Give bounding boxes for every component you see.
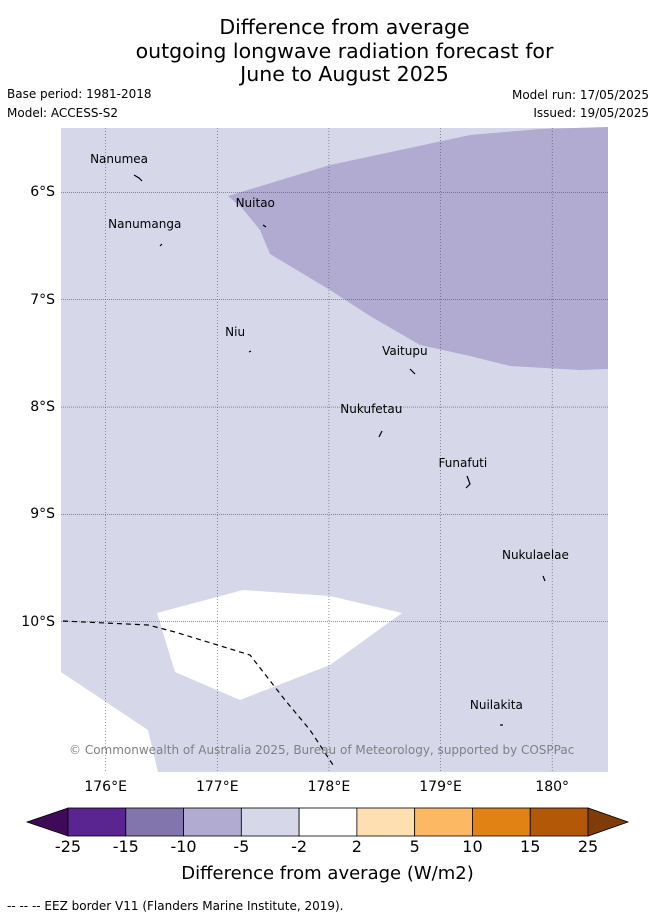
- title-line-2: outgoing longwave radiation forecast for: [135, 38, 554, 63]
- colorbar-swatch: [298, 807, 358, 837]
- colorbar-swatch: [125, 807, 184, 837]
- longitude-tick-label: 176°E: [84, 779, 127, 795]
- place-label: Vaitupu: [382, 344, 428, 359]
- colorbar-tick-label: 10: [462, 837, 483, 856]
- latitude-tick-label: 6°S: [30, 184, 55, 201]
- latitude-tick-label: 10°S: [21, 613, 55, 630]
- eez-legend-note: -- -- -- EEZ border V11 (Flanders Marine…: [7, 899, 344, 913]
- model-name: Model: ACCESS-S2: [7, 106, 119, 120]
- island-vaitupu: [409, 368, 416, 375]
- title-line-1: Difference from average: [219, 15, 470, 39]
- colorbar-swatch: [414, 807, 473, 837]
- colorbar-tick-label: 15: [520, 837, 541, 856]
- colorbar-swatch: [472, 807, 531, 837]
- longitude-tick-label: 177°E: [195, 779, 239, 795]
- colorbar-tick-label: -15: [112, 837, 139, 856]
- colorbar-swatch: [529, 807, 589, 837]
- chart-title: Difference from average outgoing longwav…: [0, 15, 655, 87]
- colorbar-tick-label: -2: [291, 837, 308, 856]
- colorbar-tick-label: 25: [577, 837, 599, 856]
- colorbar-swatch: [240, 807, 300, 837]
- neutral-anomaly-region-corner: [61, 672, 158, 772]
- base-period: Base period: 1981-2018: [7, 87, 152, 101]
- negative-anomaly-region: [228, 127, 608, 370]
- longitude-tick-label: 178°E: [307, 779, 351, 795]
- neutral-anomaly-region: [157, 590, 402, 700]
- colorbar-swatch: [67, 807, 127, 837]
- place-label: Nanumea: [90, 152, 149, 167]
- copyright-notice: © Commonwealth of Australia 2025, Bureau…: [69, 743, 575, 757]
- island-nuitao: [262, 224, 267, 228]
- place-label: Niu: [225, 324, 246, 339]
- eez-border-line: [62, 620, 336, 769]
- colorbar-tick-label: 5: [409, 837, 420, 856]
- place-label: Nuilakita: [469, 698, 523, 713]
- island-outlines: [133, 174, 546, 726]
- colorbar-swatch: [356, 807, 416, 837]
- latitude-tick-label: 8°S: [30, 399, 55, 416]
- colorbar-tick-label: -25: [54, 837, 82, 856]
- colorbar-extend-high: [587, 807, 630, 837]
- island-nanumea: [133, 174, 143, 182]
- place-label: Nanumanga: [108, 216, 182, 231]
- colorbar-title: Difference from average (W/m2): [181, 863, 474, 884]
- issued-date: Issued: 19/05/2025: [533, 106, 649, 120]
- island-funafuti: [465, 475, 471, 489]
- island-nukulaelae: [542, 575, 546, 582]
- place-label: Nukulaelae: [501, 548, 569, 563]
- place-label: Nuitao: [235, 196, 275, 211]
- map-gridlines: [61, 128, 608, 772]
- longitude-tick-label: 180°: [535, 779, 570, 795]
- place-label: Funafuti: [438, 455, 488, 470]
- island-nukufetau: [378, 430, 383, 438]
- colorbar-tick-label: -5: [233, 837, 250, 856]
- colorbar-tick-label: -10: [170, 837, 197, 856]
- colorbar-tick-label: 2: [351, 837, 362, 856]
- model-run: Model run: 17/05/2025: [511, 88, 649, 102]
- colorbar-swatch: [183, 807, 242, 837]
- latitude-tick-label: 9°S: [30, 506, 55, 523]
- longitude-tick-label: 179°E: [419, 779, 462, 795]
- island-nanumanga: [159, 243, 163, 247]
- colorbar-extend-low: [25, 807, 69, 837]
- latitude-tick-label: 7°S: [30, 291, 55, 308]
- place-label: Nukufetau: [340, 402, 403, 417]
- island-niu: [248, 350, 252, 353]
- title-line-3: June to August 2025: [240, 62, 449, 86]
